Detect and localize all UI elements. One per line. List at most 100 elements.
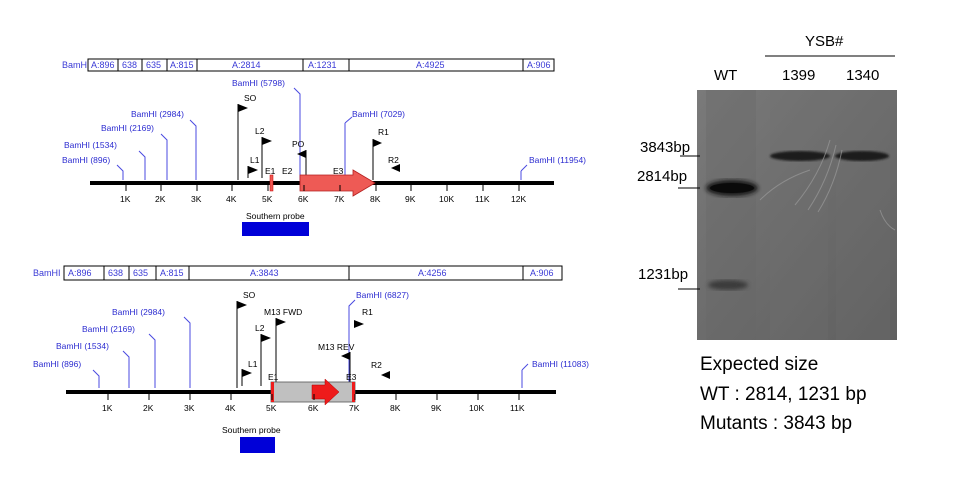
primer-r2: R2 xyxy=(388,155,400,172)
gel-lane xyxy=(836,90,890,340)
tick-label: 3K xyxy=(184,403,195,413)
tick-label: 12K xyxy=(511,194,526,204)
gel-group-label: YSB# xyxy=(805,33,844,50)
bamhi-site-label: BamHI (7029) xyxy=(352,109,405,119)
tick-label: 6K xyxy=(298,194,309,204)
lane-label: 1399 xyxy=(782,67,815,84)
lane-label: 1340 xyxy=(846,67,879,84)
svg-text:L1: L1 xyxy=(250,155,260,165)
tick-label: 5K xyxy=(266,403,277,413)
tick-label: 9K xyxy=(431,403,442,413)
bamhi-site-label: BamHI (5798) xyxy=(232,78,285,88)
bamhi-site-label: BamHI (6827) xyxy=(356,290,409,300)
feature-label: E3 xyxy=(346,372,357,382)
tick-label: 4K xyxy=(225,403,236,413)
gel-band-1340-3843 xyxy=(835,151,889,161)
fragment-label: A:815 xyxy=(170,60,194,70)
bamhi-site-label: BamHI (11083) xyxy=(532,359,589,369)
primer-m13-fwd: M13 FWD xyxy=(264,307,302,386)
fragment-label: 635 xyxy=(133,268,148,278)
size-marker-label: 3843bp xyxy=(640,139,690,156)
southern-probe-label: Southern probe xyxy=(222,425,281,435)
fragment-label: A:815 xyxy=(160,268,184,278)
tick-marks-1 xyxy=(125,185,520,191)
primer-r1: R1 xyxy=(372,127,389,180)
svg-text:L1: L1 xyxy=(248,359,258,369)
lane-label: WT xyxy=(714,67,737,84)
bamhi-site-label: BamHI (11954) xyxy=(529,155,586,165)
fragment-label: A:896 xyxy=(91,60,115,70)
gene-feature-1: E1 E2 E3 xyxy=(265,166,376,197)
primer-so: SO xyxy=(237,93,257,180)
gel-scratches xyxy=(759,139,896,231)
wildtype-map: BamHI A:896 638 635 A:815 A:2814 A:1231 … xyxy=(62,58,586,236)
expected-size-title: Expected size xyxy=(700,354,819,375)
gel-lane xyxy=(770,90,828,340)
primer-l1: L1 xyxy=(241,359,258,386)
tick-label: 10K xyxy=(439,194,454,204)
size-marker-label: 1231bp xyxy=(638,266,688,283)
mutant-map: BamHI A:896 638 635 A:815 A:3843 A:4256 … xyxy=(33,265,589,453)
fragment-label: A:896 xyxy=(68,268,92,278)
southern-blot: YSB# WT 1399 1340 3843bp 2814bp 1231bp xyxy=(637,33,897,340)
feature-label: E3 xyxy=(333,166,344,176)
site-connector xyxy=(520,164,528,172)
svg-text:SO: SO xyxy=(243,290,256,300)
tick-label: 2K xyxy=(143,403,154,413)
tick-label: 4K xyxy=(226,194,237,204)
primer-po: PO xyxy=(292,139,307,178)
gel-band-wt-1231 xyxy=(708,280,748,290)
feature-label: E1 xyxy=(268,372,279,382)
primer-l2: L2 xyxy=(255,323,271,386)
bamhi-label: BamHI xyxy=(33,268,61,278)
site-lines-1 xyxy=(116,87,522,180)
primer-m13-rev: M13 REV xyxy=(318,342,355,386)
svg-text:PO: PO xyxy=(292,139,305,149)
gel-lane xyxy=(706,90,756,340)
southern-probe-label: Southern probe xyxy=(246,211,305,221)
bamhi-site-label: BamHI (2169) xyxy=(82,324,135,334)
fragment-label: A:906 xyxy=(527,60,551,70)
fragment-label: A:906 xyxy=(530,268,554,278)
bamhi-site-label: BamHI (2984) xyxy=(131,109,184,119)
primer-l1: L1 xyxy=(247,155,260,178)
tick-label: 1K xyxy=(102,403,113,413)
bamhi-site-label: BamHI (2169) xyxy=(101,123,154,133)
fragment-label: A:4925 xyxy=(416,60,445,70)
tick-label: 6K xyxy=(308,403,319,413)
fragment-bar-1: BamHI A:896 638 635 A:815 A:2814 A:1231 … xyxy=(62,58,555,72)
feature-label: E2 xyxy=(282,166,293,176)
bamhi-label: BamHI xyxy=(62,60,90,70)
fragment-label: A:2814 xyxy=(232,60,261,70)
bamhi-site-label: BamHI (896) xyxy=(33,359,81,369)
svg-text:R2: R2 xyxy=(371,360,382,370)
site-connector xyxy=(344,116,353,124)
expected-size-wt: WT : 2814, 1231 bp xyxy=(700,384,867,405)
tick-label: 5K xyxy=(262,194,273,204)
gel-band-core xyxy=(710,183,754,193)
tick-label: 7K xyxy=(334,194,345,204)
fragment-label: 635 xyxy=(146,60,161,70)
bamhi-site-label: BamHI (1534) xyxy=(56,341,109,351)
fragment-label: A:1231 xyxy=(308,60,337,70)
tick-label: 8K xyxy=(390,403,401,413)
gene-feature-2: E1 E3 xyxy=(268,372,357,406)
tick-label: 8K xyxy=(370,194,381,204)
bamhi-site-label: BamHI (1534) xyxy=(64,140,117,150)
tick-label: 10K xyxy=(469,403,484,413)
fragment-label: A:4256 xyxy=(418,268,447,278)
feature-label: E1 xyxy=(265,166,276,176)
fragment-label: 638 xyxy=(122,60,137,70)
svg-text:R1: R1 xyxy=(378,127,389,137)
tick-label: 11K xyxy=(510,403,525,413)
primer-r2: R2 xyxy=(371,360,390,379)
svg-text:SO: SO xyxy=(244,93,257,103)
gel-image xyxy=(697,90,897,340)
svg-text:L2: L2 xyxy=(255,323,265,333)
svg-text:M13 REV: M13 REV xyxy=(318,342,355,352)
tick-label: 3K xyxy=(191,194,202,204)
expected-size-mutants: Mutants : 3843 bp xyxy=(700,413,853,434)
tick-label: 1K xyxy=(120,194,131,204)
tick-marks-2 xyxy=(107,394,520,400)
